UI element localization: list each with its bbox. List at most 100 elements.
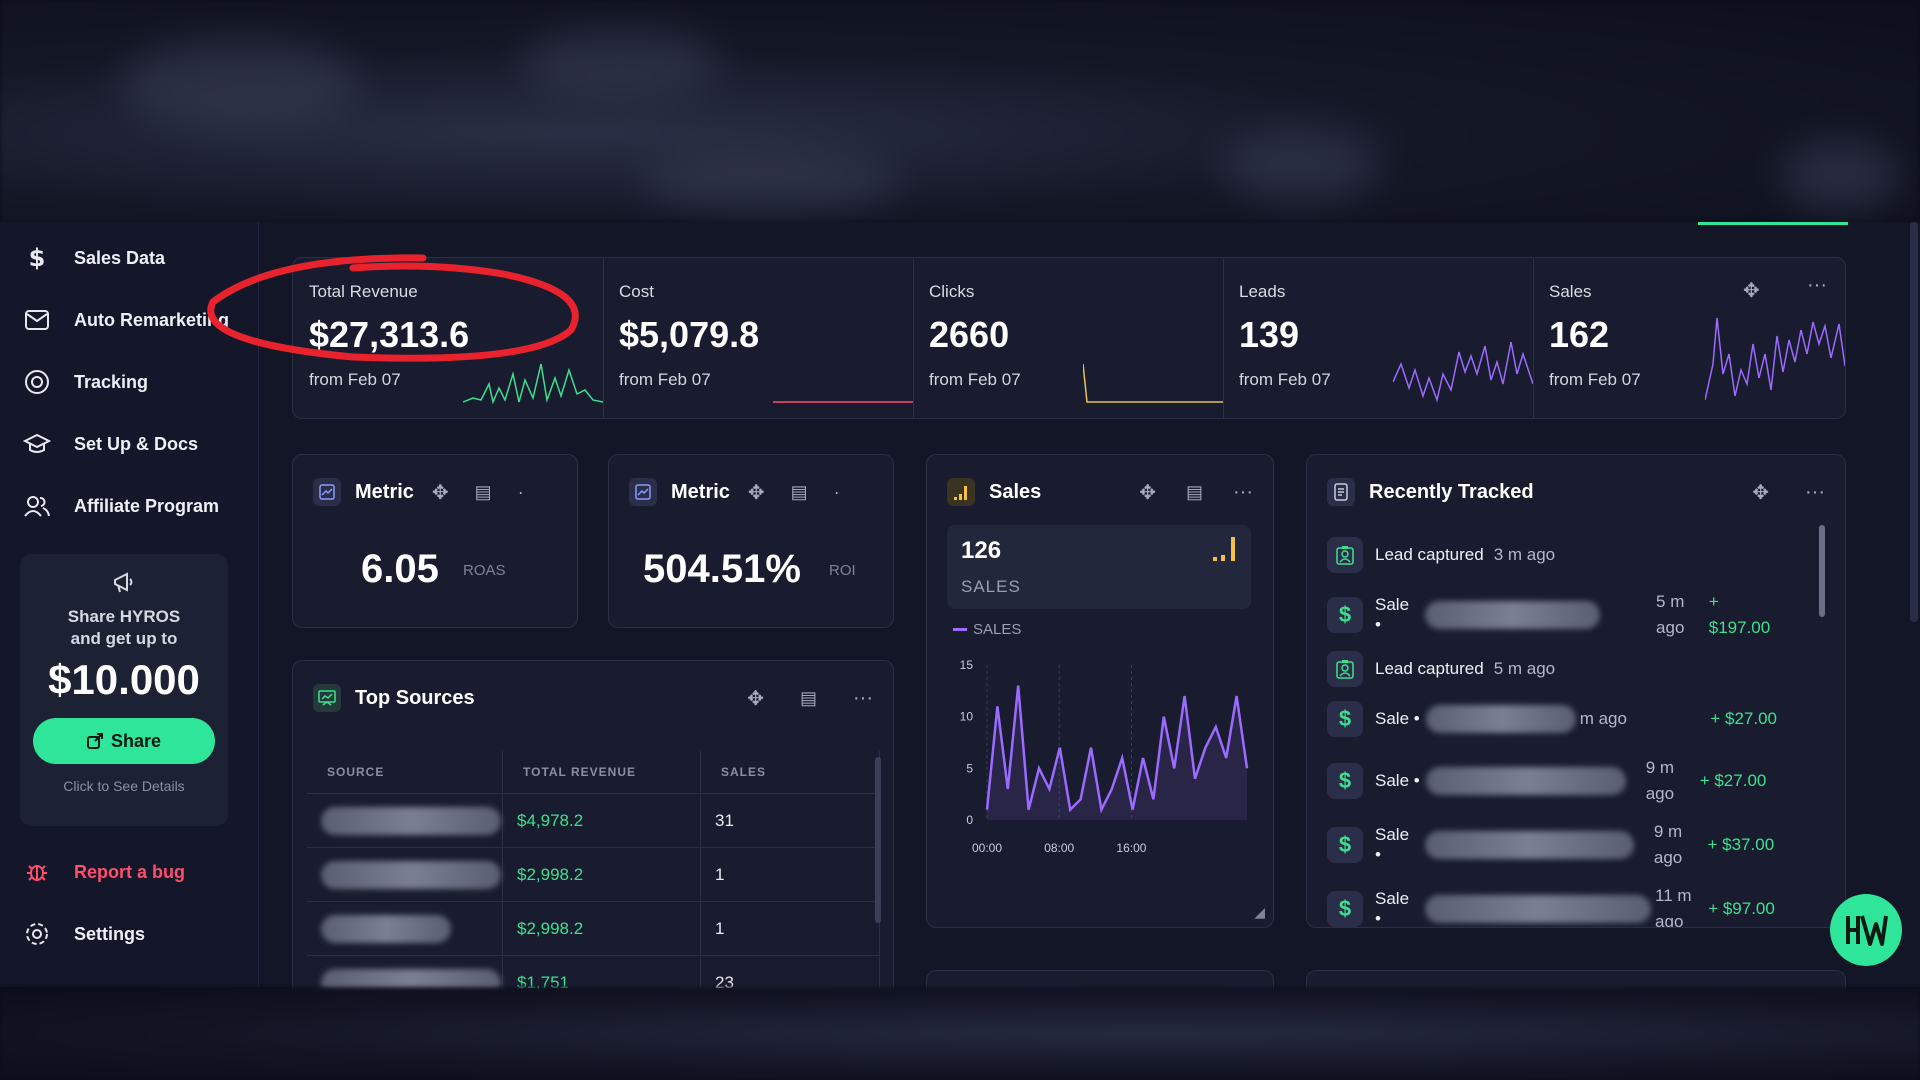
kpi-clicks[interactable]: Clicks 2660 from Feb 07 <box>913 258 1224 418</box>
more-options-icon[interactable]: ··· <box>1807 274 1827 296</box>
kpi-label: Clicks <box>929 282 975 301</box>
sidebar-item-sales-data[interactable]: $ Sales Data <box>22 238 165 278</box>
dollar-icon: $ <box>1327 701 1363 737</box>
graduation-cap-icon <box>22 429 52 459</box>
recently-tracked-card: Recently Tracked ✥ ··· Lead captured 3 m… <box>1306 454 1846 928</box>
gear-icon <box>22 919 52 949</box>
y-tick-label: 5 <box>966 761 973 775</box>
list-item[interactable]: Lead captured 5 m ago <box>1327 651 1777 687</box>
revenue-cell: $2,998.2 <box>502 847 701 902</box>
y-tick-label: 10 <box>960 710 974 724</box>
move-icon[interactable]: ✥ <box>431 481 449 504</box>
more-options-icon[interactable]: ··· <box>1233 480 1253 503</box>
list-item[interactable]: $ Sale • 9 m ago + $27.00 <box>1327 751 1777 811</box>
more-options-icon[interactable]: ··· <box>853 686 873 709</box>
kpi-value: $5,079.8 <box>619 314 760 355</box>
kpi-sub: from Feb 07 <box>1239 370 1331 389</box>
move-icon[interactable]: ✥ <box>1743 280 1760 302</box>
event-time: 3 m ago <box>1493 545 1556 564</box>
move-icon[interactable]: ✥ <box>747 481 765 504</box>
promo-text-line2: and get up to <box>70 629 178 648</box>
move-icon[interactable]: ✥ <box>747 687 764 710</box>
sidebar-item-setup-docs[interactable]: Set Up & Docs <box>22 424 198 464</box>
share-button-label: Share <box>110 730 162 751</box>
blurred-header <box>0 0 1920 222</box>
notes-icon[interactable]: ▤ <box>1186 481 1204 502</box>
event-time: 5 m ago <box>1493 659 1556 678</box>
red-annotation-circle <box>207 254 579 362</box>
y-tick-label: 0 <box>966 813 973 827</box>
more-options-icon[interactable]: · <box>517 481 524 502</box>
list-item[interactable]: Lead captured 3 m ago <box>1327 537 1777 573</box>
notes-icon[interactable]: ▤ <box>790 481 808 502</box>
card-title: Recently Tracked <box>1369 480 1534 503</box>
list-item[interactable]: $ Sale • 11 m ago + $97.00 <box>1327 879 1777 928</box>
event-amount: + $97.00 <box>1708 899 1775 918</box>
sales-cell: 31 <box>700 793 880 848</box>
promo-amount: $10.000 <box>48 656 200 703</box>
table-row[interactable]: $2,998.2 1 <box>307 901 880 956</box>
event-time: 9 m ago <box>1653 822 1683 867</box>
more-options-icon[interactable]: ··· <box>1805 480 1825 503</box>
kpi-total-revenue[interactable]: Total Revenue $27,313.6 from Feb 07 <box>207 254 604 418</box>
metric-value: 504.51% <box>643 547 801 591</box>
sparkline-clicks <box>1083 363 1223 403</box>
page-scrollbar[interactable] <box>1910 222 1918 622</box>
column-header[interactable]: TOTAL REVENUE <box>502 751 701 794</box>
metric-card-roi: Metric ✥ ▤ · 504.51% ROI <box>608 454 894 628</box>
sidebar-item-auto-remarketing[interactable]: Auto Remarketing <box>22 300 229 340</box>
sidebar-item-settings[interactable]: Settings <box>22 914 145 954</box>
users-icon <box>22 491 52 521</box>
sidebar-item-label: Report a bug <box>74 861 185 882</box>
table-row[interactable]: $2,998.2 1 <box>307 847 880 902</box>
kpi-label: Leads <box>1239 282 1286 301</box>
list-scrollbar[interactable] <box>1819 525 1825 617</box>
list-item[interactable]: $ Sale • 9 m ago + $37.00 <box>1327 815 1777 875</box>
sparkline-sales <box>1705 317 1845 401</box>
event-text: Sale • <box>1375 889 1410 928</box>
sales-line-chart: 15 10 5 0 00:00 08:00 16:00 <box>960 658 1249 855</box>
kpi-leads[interactable]: Leads 139 from Feb 07 <box>1223 258 1534 418</box>
sidebar-item-label: Affiliate Program <box>74 495 220 516</box>
source-cell <box>307 847 503 902</box>
promo-text-line1: Share HYROS <box>67 607 181 626</box>
card-title: Metric <box>355 480 414 503</box>
external-link-icon <box>86 733 103 749</box>
event-amount: + $27.00 <box>1710 709 1777 728</box>
move-icon[interactable]: ✥ <box>1752 481 1770 504</box>
sidebar-item-tracking[interactable]: Tracking <box>22 362 148 402</box>
more-options-icon[interactable]: · <box>833 481 840 502</box>
y-tick-label: 15 <box>960 658 974 672</box>
promo-hint-link[interactable]: Click to See Details <box>63 778 185 794</box>
resize-handle-icon[interactable]: ◢ <box>1254 904 1265 920</box>
sidebar-item-affiliate-program[interactable]: Affiliate Program <box>22 486 219 526</box>
redacted-name <box>1424 601 1601 629</box>
column-header[interactable]: SOURCE <box>307 751 503 794</box>
table-row[interactable]: $4,978.2 31 <box>307 793 880 848</box>
kpi-label: Sales <box>1549 282 1592 301</box>
event-text: Sale • <box>1375 825 1410 864</box>
sparkline-leads <box>1393 341 1533 403</box>
top-sources-card: Top Sources ✥ ▤ ··· SOURCE TOTAL REVENUE… <box>292 660 894 1001</box>
kpi-sub: from Feb 07 <box>619 370 711 389</box>
document-icon <box>1327 478 1355 506</box>
sidebar-item-label: Set Up & Docs <box>74 433 199 454</box>
lead-badge-icon <box>1327 651 1363 687</box>
notes-icon[interactable]: ▤ <box>474 481 492 502</box>
kpi-sales[interactable]: Sales 162 from Feb 07 ✥ ··· <box>1533 258 1845 418</box>
share-button[interactable]: Share <box>33 718 215 764</box>
move-icon[interactable]: ✥ <box>1139 481 1156 504</box>
lead-badge-icon <box>1327 537 1363 573</box>
list-item[interactable]: $ Sale • m ago + $27.00 <box>1327 701 1777 737</box>
sidebar-item-report-bug[interactable]: Report a bug <box>22 852 185 892</box>
event-text: Sale • <box>1375 771 1420 790</box>
chat-launcher-button[interactable] <box>1830 894 1902 966</box>
table-scrollbar[interactable] <box>875 757 881 923</box>
sparkline-revenue <box>463 363 603 404</box>
list-item[interactable]: $ Sale • 5 m ago + $197.00 <box>1327 583 1777 647</box>
metric-unit: ROAS <box>463 562 506 579</box>
kpi-cost[interactable]: Cost $5,079.8 from Feb 07 <box>603 258 914 418</box>
notes-icon[interactable]: ▤ <box>800 687 818 708</box>
event-amount: + $37.00 <box>1707 835 1775 854</box>
column-header[interactable]: SALES <box>700 751 880 794</box>
